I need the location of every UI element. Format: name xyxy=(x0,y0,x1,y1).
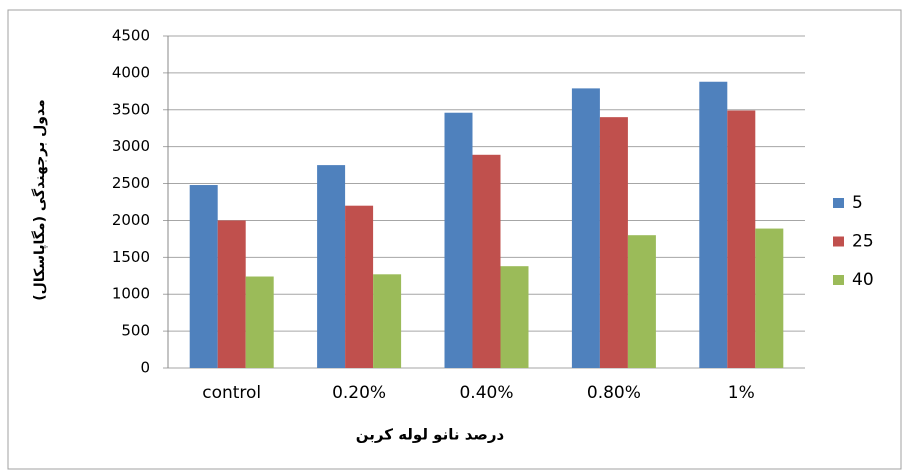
legend-label: 40 xyxy=(852,270,874,290)
bar xyxy=(500,266,529,368)
bar xyxy=(444,112,473,369)
bar xyxy=(373,274,402,368)
y-tick-label: 0 xyxy=(140,359,150,377)
y-tick-label: 2500 xyxy=(112,174,150,192)
x-tick-label: 0.40% xyxy=(459,383,513,403)
bar xyxy=(727,110,756,368)
x-tick-label: 0.20% xyxy=(332,383,386,403)
y-tick-label: 500 xyxy=(121,322,150,340)
bar xyxy=(755,228,784,368)
y-tick-label: 4000 xyxy=(112,63,150,81)
bar xyxy=(317,165,346,368)
bar xyxy=(571,88,600,368)
x-tick-label: 0.80% xyxy=(587,383,641,403)
legend-label: 5 xyxy=(852,193,863,213)
y-tick-label: 3000 xyxy=(112,137,150,155)
bar xyxy=(217,220,246,368)
legend-swatch xyxy=(833,275,844,285)
y-tick-label: 4500 xyxy=(112,27,150,45)
bar xyxy=(599,117,628,369)
x-axis-title: درصد نانو لوله کربن xyxy=(356,426,505,444)
bar xyxy=(189,185,218,368)
bar xyxy=(627,235,656,368)
bar xyxy=(345,205,374,368)
bar xyxy=(245,276,274,368)
y-tick-label: 2000 xyxy=(112,211,150,229)
y-tick-label: 1500 xyxy=(112,248,150,266)
legend-label: 25 xyxy=(852,232,874,252)
bar xyxy=(472,154,501,368)
y-tick-label: 1000 xyxy=(112,285,150,303)
x-tick-label: control xyxy=(202,383,261,403)
bar xyxy=(699,81,728,369)
legend-swatch xyxy=(833,236,844,247)
x-tick-label: 1% xyxy=(728,383,755,403)
y-tick-label: 3500 xyxy=(112,100,150,118)
y-axis-title: مدول برجهندگی (مگاپاسکال) xyxy=(31,99,48,300)
legend-swatch xyxy=(833,198,844,208)
